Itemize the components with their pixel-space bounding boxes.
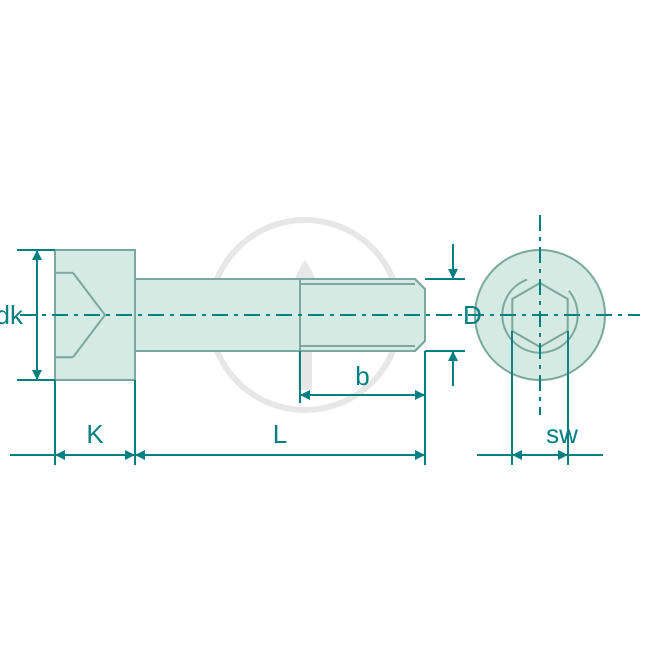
- label-L: L: [273, 419, 287, 449]
- label-dk: dk: [0, 300, 24, 330]
- label-K: K: [86, 419, 104, 449]
- technical-drawing: dk D K Lb sw: [0, 0, 650, 650]
- label-b: b: [355, 361, 369, 391]
- label-sw: sw: [546, 419, 578, 449]
- label-D: D: [463, 300, 482, 330]
